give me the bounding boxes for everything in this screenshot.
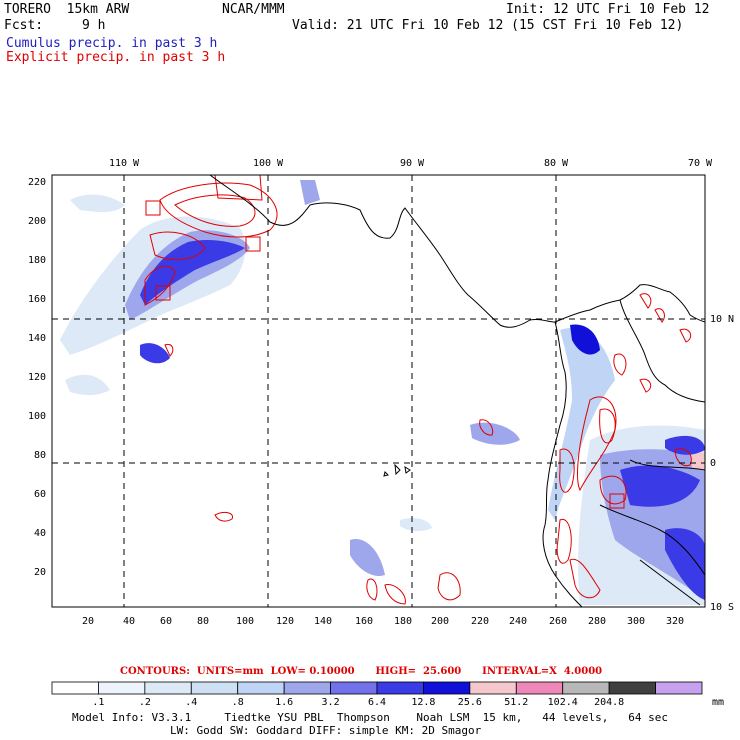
map-frame bbox=[51, 174, 706, 608]
colorbar-swatch bbox=[562, 681, 610, 695]
colorbar-swatch bbox=[376, 681, 424, 695]
legend-explicit: Explicit precip. in past 3 h bbox=[6, 50, 226, 65]
x-tick: 200 bbox=[431, 616, 449, 627]
legend-cumulus: Cumulus precip. in past 3 h bbox=[6, 36, 218, 51]
x-tick: 320 bbox=[666, 616, 684, 627]
model-title: TORERO 15km ARW bbox=[4, 2, 130, 17]
lon-label: 70 W bbox=[688, 158, 713, 169]
lon-label: 100 W bbox=[253, 158, 284, 169]
lat-label: 10 S bbox=[710, 602, 734, 613]
left-tick-labels: 220 200 180 160 140 120 100 80 60 40 20 bbox=[28, 177, 46, 578]
x-tick: 160 bbox=[355, 616, 373, 627]
colorbar-label: 204.8 bbox=[594, 697, 624, 708]
colorbar-swatch bbox=[515, 681, 564, 695]
x-tick: 20 bbox=[82, 616, 94, 627]
right-lat-labels: 10 N 0 10 S bbox=[710, 314, 734, 613]
top-lon-labels: 110 W 100 W 90 W 80 W 70 W bbox=[109, 158, 713, 169]
x-tick: 120 bbox=[276, 616, 294, 627]
bottom-tick-labels: 20 40 60 80 100 120 140 160 180 200 220 … bbox=[82, 616, 684, 627]
model-info-line1: Model Info: V3.3.1 Tiedtke YSU PBL Thomp… bbox=[72, 711, 669, 724]
colorbar-swatch bbox=[190, 681, 239, 695]
colorbar-swatch bbox=[469, 681, 517, 695]
colorbar-label: 51.2 bbox=[504, 697, 528, 708]
precip-shading bbox=[60, 180, 705, 605]
x-tick: 220 bbox=[471, 616, 489, 627]
valid-time: Valid: 21 UTC Fri 10 Feb 12 (15 CST Fri … bbox=[292, 18, 684, 33]
colorbar-label: 12.8 bbox=[411, 697, 435, 708]
x-tick: 180 bbox=[394, 616, 412, 627]
forecast-label: Fcst: bbox=[4, 18, 44, 33]
colorbar-label: 1.6 bbox=[275, 697, 293, 708]
colorbar-swatch bbox=[283, 681, 331, 695]
y-tick: 200 bbox=[28, 216, 46, 227]
lat-label: 0 bbox=[710, 458, 716, 469]
colorbar-swatch bbox=[330, 681, 378, 695]
colorbar-swatch bbox=[423, 681, 471, 695]
x-tick: 40 bbox=[123, 616, 135, 627]
x-tick: 240 bbox=[509, 616, 527, 627]
x-tick: 280 bbox=[588, 616, 606, 627]
y-tick: 60 bbox=[34, 489, 46, 500]
colorbar-swatch bbox=[51, 681, 99, 695]
y-tick: 220 bbox=[28, 177, 46, 188]
colorbar-label: 102.4 bbox=[548, 697, 578, 708]
forecast-hours: 9 h bbox=[82, 18, 106, 33]
coastlines bbox=[209, 174, 706, 608]
x-tick: 260 bbox=[549, 616, 567, 627]
lon-label: 110 W bbox=[109, 158, 140, 169]
colorbar-swatch bbox=[144, 681, 192, 695]
lon-label: 80 W bbox=[544, 158, 569, 169]
lat-label: 10 N bbox=[710, 314, 734, 325]
lon-label: 90 W bbox=[400, 158, 425, 169]
colorbar-swatch bbox=[608, 681, 656, 695]
x-tick: 140 bbox=[314, 616, 332, 627]
colorbar-swatch bbox=[655, 681, 703, 695]
y-tick: 100 bbox=[28, 411, 46, 422]
colorbar-label: .4 bbox=[185, 697, 197, 708]
y-tick: 80 bbox=[34, 450, 46, 461]
colorbar-label: 25.6 bbox=[458, 697, 482, 708]
colorbar-label: 3.2 bbox=[322, 697, 340, 708]
org-label: NCAR/MMM bbox=[222, 2, 285, 17]
colorbar-swatch bbox=[237, 681, 285, 695]
colorbar-label: .8 bbox=[232, 697, 244, 708]
y-tick: 120 bbox=[28, 372, 46, 383]
y-tick: 160 bbox=[28, 294, 46, 305]
x-tick: 300 bbox=[627, 616, 645, 627]
model-info-line2: LW: Godd SW: Goddard DIFF: simple KM: 2D… bbox=[170, 724, 482, 737]
colorbar-label: .1 bbox=[92, 697, 104, 708]
init-time: Init: 12 UTC Fri 10 Feb 12 bbox=[506, 2, 710, 17]
x-tick: 60 bbox=[160, 616, 172, 627]
y-tick: 140 bbox=[28, 333, 46, 344]
colorbar: .1 .2 .4 .8 1.6 3.2 6.4 12.8 25.6 51.2 102.4 204.8 bbox=[51, 681, 703, 708]
y-tick: 40 bbox=[34, 528, 46, 539]
colorbar-swatch bbox=[98, 681, 146, 695]
x-tick: 100 bbox=[236, 616, 254, 627]
y-tick: 20 bbox=[34, 567, 46, 578]
colorbar-units: mm bbox=[712, 697, 724, 708]
x-tick: 80 bbox=[197, 616, 209, 627]
contours-info: CONTOURS: UNITS=mm LOW= 0.10000 HIGH= 25… bbox=[120, 666, 603, 677]
colorbar-label: .2 bbox=[139, 697, 151, 708]
y-tick: 180 bbox=[28, 255, 46, 266]
explicit-precip-contours bbox=[144, 174, 692, 605]
lat-lon-grid bbox=[52, 175, 705, 607]
colorbar-label: 6.4 bbox=[368, 697, 386, 708]
